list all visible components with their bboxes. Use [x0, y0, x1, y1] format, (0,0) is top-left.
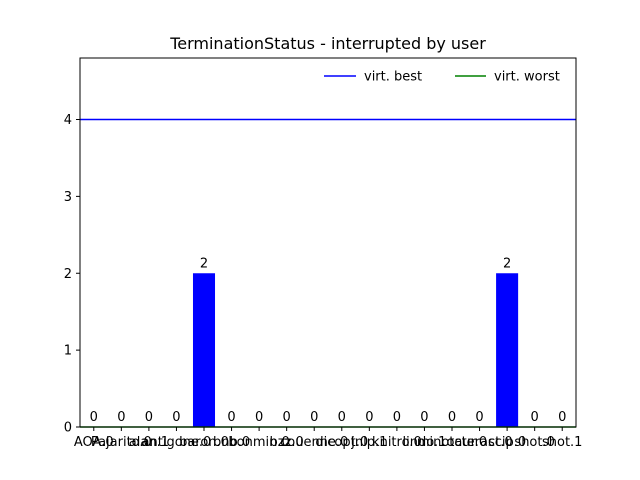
x-tick-label: dicopt.0: [315, 435, 368, 450]
data-label: 0: [338, 410, 346, 425]
x-tick-label: scip.0: [488, 435, 526, 450]
data-label: 0: [117, 410, 125, 425]
x-tick-label: jnlp.1: [350, 435, 387, 450]
x-tick-label: bnb.0: [213, 435, 250, 450]
x-tick-label: AOA.0: [74, 435, 114, 450]
data-label: 0: [255, 410, 263, 425]
x-tick-label: baron.0: [179, 435, 229, 450]
legend: virt. best virt. worst: [324, 70, 560, 85]
x-tick-label: knitro.0: [372, 435, 422, 450]
x-tick-label: shot.0: [514, 435, 554, 450]
x-tick-label: antigone.0: [142, 435, 212, 450]
y-tick-label: 3: [64, 190, 72, 205]
y-tick-label: 2: [64, 267, 72, 282]
y-tick-label: 0: [64, 421, 72, 436]
x-tick-label: shot.1: [542, 435, 582, 450]
data-label: 0: [531, 410, 539, 425]
data-label: 0: [448, 410, 456, 425]
data-label: 0: [393, 410, 401, 425]
x-tick-label: alan.1: [129, 435, 169, 450]
x-tick-label: bzz.0: [270, 435, 304, 450]
x-tick-label: octeract.0: [446, 435, 512, 450]
chart-title: TerminationStatus - interrupted by user: [169, 34, 486, 53]
data-label: 0: [475, 410, 483, 425]
data-label: 0: [365, 410, 373, 425]
x-tick-label: lindo.1: [403, 435, 447, 450]
plot-area: 0 0 0 0 2 0 0 0 0 0 0 0 0 0 0 2 0 0 0 1 2 3 4 AOA.0Pajarito.0al…: [64, 57, 582, 450]
y-tick-label: 1: [64, 344, 72, 359]
data-label: 0: [558, 410, 566, 425]
data-label: 0: [172, 410, 180, 425]
x-tick-label: minotaur.0: [417, 435, 487, 450]
data-label: 2: [503, 256, 511, 271]
legend-label: virt. worst: [494, 70, 560, 85]
data-label: 0: [310, 410, 318, 425]
data-label: 0: [145, 410, 153, 425]
data-label: 2: [200, 256, 208, 271]
data-label: 0: [90, 410, 98, 425]
legend-label: virt. best: [364, 70, 422, 85]
data-label: 0: [420, 410, 428, 425]
y-tick-label: 4: [64, 113, 72, 128]
data-label: 0: [283, 410, 291, 425]
x-tick-label: bonmin.0: [228, 435, 289, 450]
axes-frame: [79, 57, 577, 428]
x-tick-label: couenne.0: [280, 435, 348, 450]
bar: [496, 273, 519, 427]
bar: [192, 273, 216, 427]
x-tick-label: Pajarito.0: [91, 435, 152, 450]
data-label: 0: [227, 410, 235, 425]
